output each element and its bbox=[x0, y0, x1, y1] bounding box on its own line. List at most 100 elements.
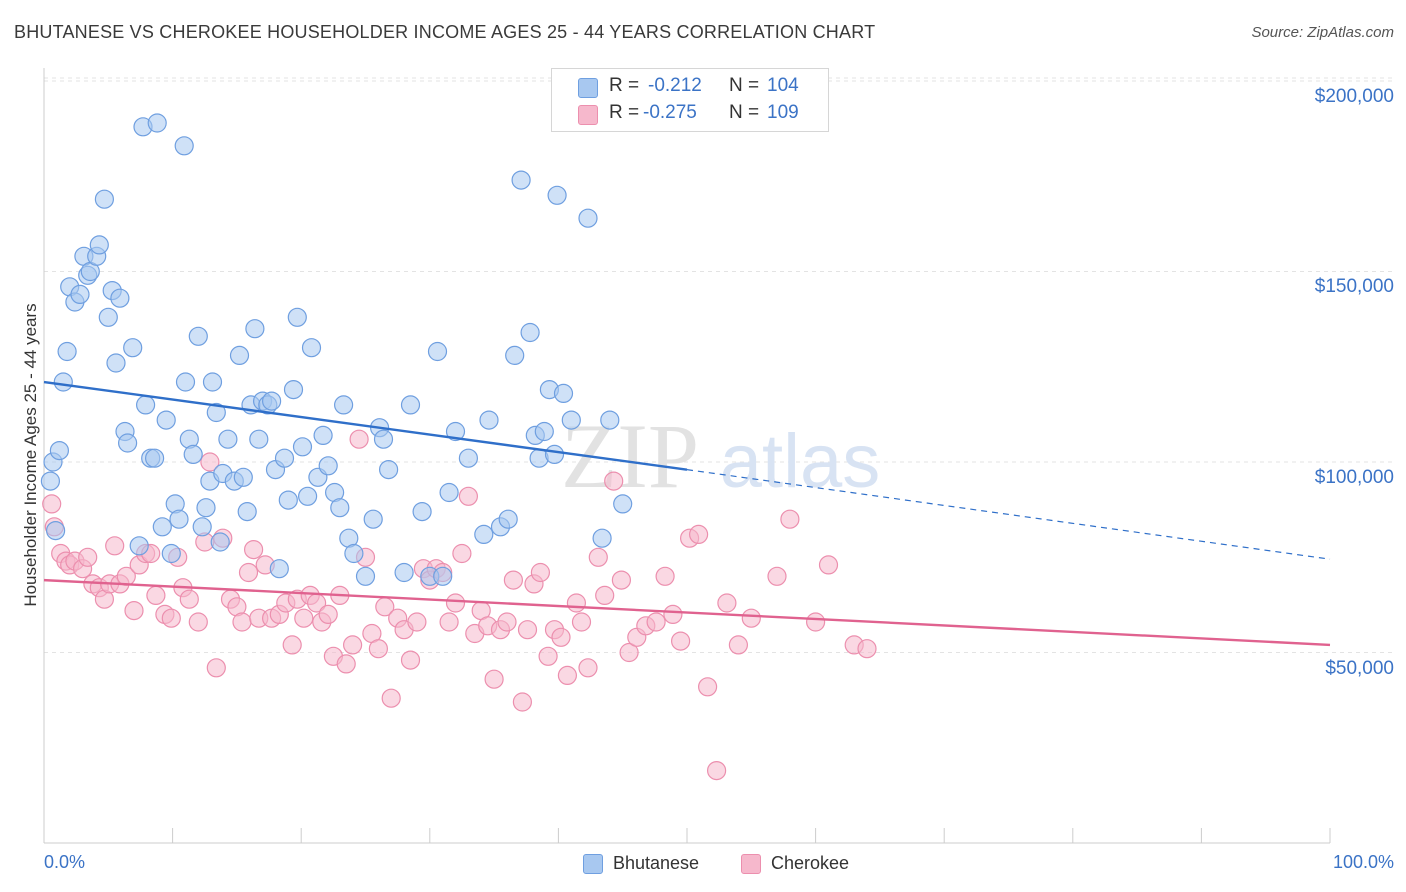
bhutanese-point bbox=[613, 494, 633, 514]
cherokee-point bbox=[717, 593, 737, 613]
bhutanese-point bbox=[330, 498, 350, 518]
r-value: -0.275 bbox=[643, 102, 697, 123]
cherokee-point bbox=[767, 566, 787, 586]
bhutanese-point bbox=[445, 421, 466, 442]
bhutanese-point bbox=[505, 345, 525, 365]
bhutanese-point bbox=[192, 517, 212, 537]
bhutanese-point bbox=[145, 448, 165, 468]
cherokee-point bbox=[805, 612, 826, 632]
bhutanese-point bbox=[298, 486, 318, 506]
y-tick-label: $100,000 bbox=[1314, 467, 1394, 488]
cherokee-point bbox=[741, 608, 761, 628]
bhutanese-point bbox=[210, 532, 230, 552]
cherokee-point bbox=[445, 593, 466, 613]
bhutanese-point bbox=[169, 509, 189, 529]
cherokee-point bbox=[551, 627, 571, 647]
cherokee-point bbox=[538, 646, 558, 666]
bhutanese-point bbox=[262, 391, 282, 411]
bhutanese-point bbox=[161, 543, 181, 564]
axes bbox=[43, 68, 1331, 844]
bhutanese-point bbox=[439, 482, 459, 503]
bhutanese-point bbox=[287, 307, 307, 327]
stats-box: R = -0.212 N = 104 R = -0.275 N = 109 bbox=[551, 68, 829, 132]
bhutanese-trendline bbox=[43, 380, 688, 471]
cherokee-point bbox=[407, 612, 427, 632]
bhutanese-point bbox=[553, 383, 574, 403]
bhutanese-point bbox=[147, 113, 167, 133]
cherokee-point bbox=[571, 612, 592, 632]
bhutanese-point bbox=[98, 307, 118, 327]
bhutanese-point bbox=[547, 185, 567, 205]
cherokee-point bbox=[670, 631, 691, 651]
bhutanese-point bbox=[544, 444, 565, 464]
bhutanese-point bbox=[188, 326, 208, 346]
stats-row-bhutanese: R = -0.212 N = 104 bbox=[578, 75, 818, 99]
bhutanese-point bbox=[196, 498, 216, 518]
cherokee-point bbox=[484, 669, 504, 689]
bhutanese-point bbox=[110, 288, 130, 308]
bhutanese-point bbox=[379, 460, 399, 480]
bhutanese-point bbox=[218, 429, 238, 449]
n-label: N = bbox=[729, 75, 760, 96]
bhutanese-point bbox=[474, 524, 494, 545]
bhutanese-point bbox=[70, 284, 90, 304]
cherokee-point bbox=[343, 635, 363, 655]
r-label: R = bbox=[609, 102, 640, 123]
cherokee-point bbox=[381, 688, 401, 708]
bhutanese-point bbox=[94, 189, 115, 209]
cherokee-point bbox=[604, 471, 624, 491]
x-tick-label-min: 0.0% bbox=[44, 852, 86, 872]
cherokee-point bbox=[439, 612, 459, 632]
bhutanese-point bbox=[344, 543, 364, 564]
cherokee-point bbox=[161, 608, 181, 628]
bhutanese-point bbox=[363, 509, 383, 529]
cherokee-point bbox=[566, 593, 587, 613]
trendlines bbox=[43, 380, 1331, 647]
cherokee-legend-swatch bbox=[741, 854, 761, 874]
bhutanese-point bbox=[355, 566, 376, 586]
bhutanese-point bbox=[202, 372, 223, 392]
cherokee-point bbox=[697, 677, 718, 697]
bhutanese-point bbox=[511, 170, 531, 190]
bhutanese-point bbox=[156, 410, 176, 430]
cherokee-point bbox=[619, 642, 639, 663]
cherokee-point bbox=[728, 635, 749, 655]
bhutanese-point bbox=[301, 338, 322, 358]
bhutanese-point bbox=[123, 338, 143, 358]
bhutanese-point bbox=[318, 456, 338, 476]
legend-item-cherokee[interactable]: Cherokee bbox=[741, 851, 871, 877]
chart-title: BHUTANESE VS CHEROKEE HOUSEHOLDER INCOME… bbox=[14, 22, 876, 42]
bhutanese-point bbox=[412, 502, 432, 522]
bhutanese-trendline-extension bbox=[686, 469, 1331, 560]
watermark: ZIP atlas bbox=[561, 405, 880, 507]
cherokee-swatch bbox=[578, 105, 598, 125]
bhutanese-point bbox=[152, 517, 172, 537]
bhutanese-point bbox=[117, 433, 138, 453]
bhutanese-point bbox=[479, 410, 499, 430]
cherokee-point bbox=[588, 547, 608, 567]
bhutanese-legend-swatch bbox=[583, 854, 603, 874]
cherokee-point bbox=[232, 612, 252, 632]
bhutanese-point bbox=[373, 429, 394, 449]
bhutanese-point bbox=[458, 448, 478, 468]
cherokee-point bbox=[512, 692, 533, 712]
y-tick-label: $50,000 bbox=[1325, 658, 1394, 679]
cherokee-point bbox=[238, 562, 259, 583]
bhutanese-point bbox=[229, 345, 250, 365]
bhutanese-point bbox=[237, 502, 257, 522]
cherokee-point bbox=[517, 620, 538, 640]
legend-item-bhutanese[interactable]: Bhutanese bbox=[583, 851, 723, 877]
bhutanese-point bbox=[292, 437, 313, 457]
bhutanese-point bbox=[534, 421, 554, 442]
r-label: R = bbox=[609, 75, 640, 96]
bhutanese-point bbox=[283, 380, 304, 400]
n-value: 109 bbox=[767, 102, 799, 123]
bhutanese-point bbox=[400, 395, 421, 415]
n-label: N = bbox=[729, 102, 760, 123]
cherokee-point bbox=[206, 658, 226, 678]
bhutanese-point bbox=[269, 559, 289, 579]
cherokee-point bbox=[655, 566, 675, 586]
cherokee-point bbox=[188, 612, 208, 632]
y-axis-label: Householder Income Ages 25 - 44 years bbox=[21, 303, 40, 607]
